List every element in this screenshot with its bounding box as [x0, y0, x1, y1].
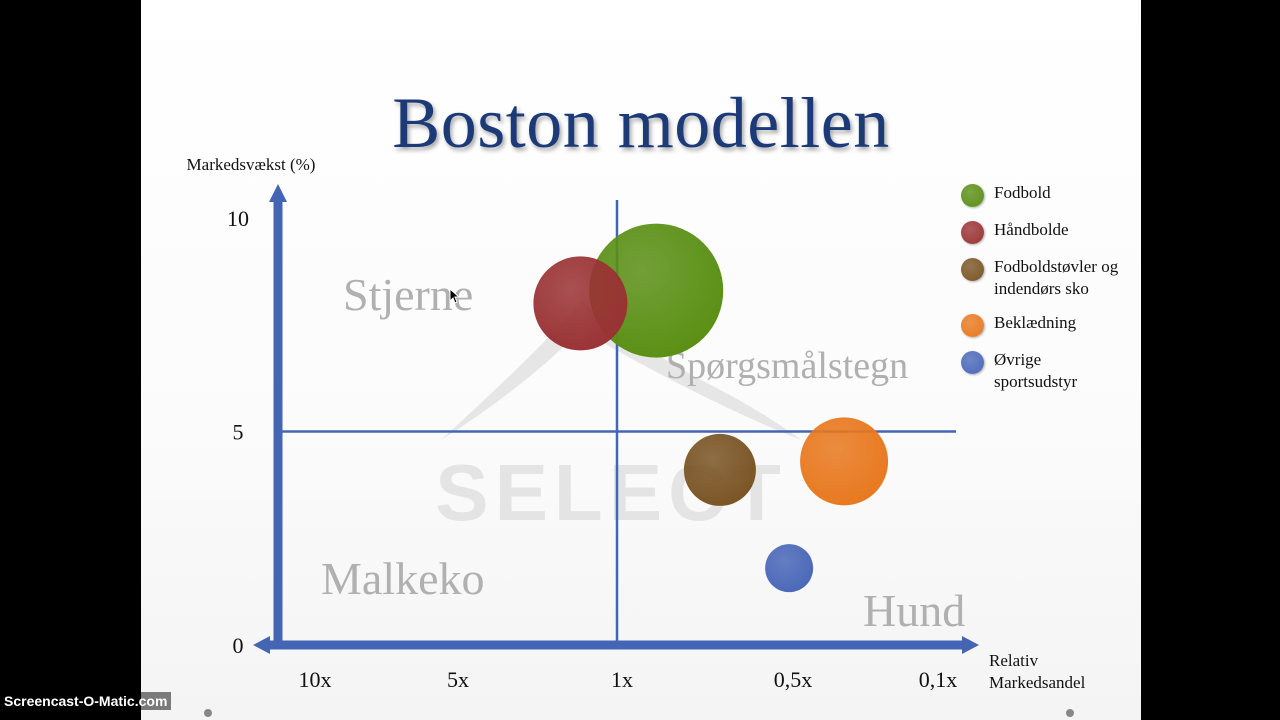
y-axis-arrow	[269, 184, 287, 202]
quadrant-label: Spørgsmålstegn	[666, 345, 908, 387]
screencast-watermark: Screencast-O-Matic.com	[0, 692, 172, 710]
legend-marker-icon	[961, 314, 984, 337]
slide: SELECT Markedsvækst (%) Relativ Markedsand…	[141, 0, 1141, 720]
y-tick-label: 10	[227, 206, 249, 231]
quadrant-label: Malkeko	[321, 553, 485, 604]
legend-label: Øvrige sportsudstyr	[994, 350, 1078, 391]
legend-item: Fodbold	[961, 182, 1141, 207]
legend-marker-icon	[961, 221, 984, 244]
legend-marker-icon	[961, 184, 984, 207]
bubbles	[533, 223, 889, 593]
legend-item: Håndbolde	[961, 219, 1141, 244]
x-tick-label: 10x	[299, 667, 332, 692]
bubble-point	[800, 417, 889, 506]
legend-marker-icon	[961, 258, 984, 281]
legend-label: Fodbold	[994, 183, 1051, 202]
y-tick-label: 5	[233, 420, 244, 445]
tick-labels: 10 5 0 10x 5x 1x 0,5x 0,1x	[227, 206, 957, 692]
x-axis-arrow-right	[962, 636, 979, 654]
legend-item: Øvrige sportsudstyr	[961, 349, 1141, 393]
x-axis-label-line: Markedsandel	[989, 673, 1086, 692]
legend-label: Håndbolde	[994, 220, 1069, 239]
progress-dot-left	[204, 709, 212, 717]
legend-label: Beklædning	[994, 313, 1077, 332]
legend-item: Fodboldstøvler og indendørs sko	[961, 256, 1141, 300]
x-axis-label: Relativ Markedsandel	[989, 651, 1086, 692]
x-tick-label: 1x	[611, 667, 633, 692]
bubble-point	[765, 544, 814, 593]
y-tick-label: 0	[233, 633, 244, 658]
legend-item: Beklædning	[961, 312, 1141, 337]
progress-dot-right	[1066, 709, 1074, 717]
x-tick-label: 0,1x	[919, 667, 958, 692]
x-axis-arrow-left	[253, 636, 270, 654]
legend: Fodbold Håndbolde Fodboldstøvler og indend…	[961, 182, 1141, 405]
legend-label: Fodboldstøvler og indendørs sko	[994, 257, 1119, 298]
mouse-cursor-icon	[449, 287, 461, 309]
quadrant-label: Hund	[863, 585, 965, 636]
bubble-point	[589, 223, 724, 358]
bubble-point	[683, 433, 756, 506]
x-tick-label: 0,5x	[774, 667, 813, 692]
chart-title: Boston modellen	[392, 83, 890, 163]
x-tick-label: 5x	[447, 667, 469, 692]
x-axis-label-line: Relativ	[989, 651, 1039, 670]
y-axis-label: Markedsvækst (%)	[187, 155, 316, 174]
legend-marker-icon	[961, 351, 984, 374]
bubble-point	[533, 256, 628, 351]
